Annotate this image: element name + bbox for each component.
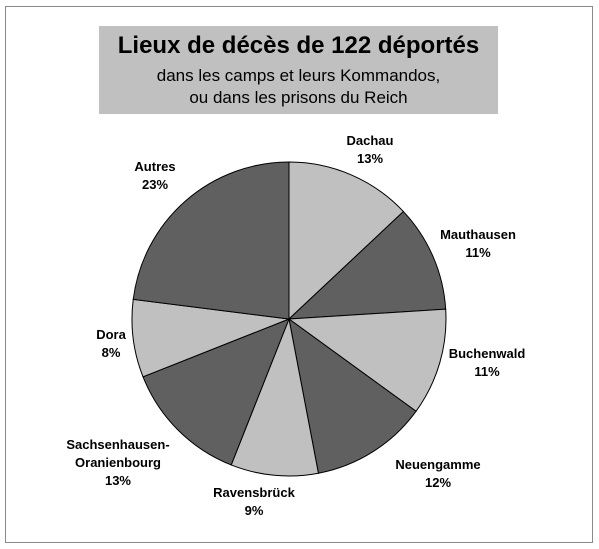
- pie-slice-ravensbr-ck: [230, 317, 320, 477]
- slice-label-name: Neuengamme: [395, 457, 481, 472]
- chart-subtitle-line2: ou dans les prisons du Reich: [189, 88, 408, 107]
- slice-label: Neuengamme 12%: [395, 456, 480, 492]
- slice-label: Autres 23%: [134, 158, 175, 194]
- slice-label-name-line2: Oranienbourg: [75, 455, 161, 470]
- slice-label: Ravensbrück 9%: [213, 484, 295, 520]
- chart-subtitle-line1: dans les camps et leurs Kommandos,: [156, 66, 441, 85]
- slice-label: Dachau 13%: [347, 132, 394, 168]
- pie-slice-autres: [132, 161, 290, 320]
- slice-label: Mauthausen 11%: [440, 226, 516, 262]
- pie-slice-dachau: [288, 161, 405, 321]
- slice-label-percent: 8%: [101, 345, 121, 360]
- slice-label-name: Dachau: [346, 133, 394, 148]
- pie-slice-buchenwald: [287, 308, 447, 412]
- pie-slice-mauthausen: [287, 210, 447, 320]
- slice-label: Sachsenhausen- Oranienbourg 13%: [66, 436, 169, 490]
- slice-label-name: Sachsenhausen-: [66, 437, 170, 452]
- slice-label-name: Ravensbrück: [213, 485, 295, 500]
- slice-label-percent: 12%: [424, 475, 452, 490]
- title-box: Lieux de décès de 122 déportés dans les …: [99, 26, 498, 114]
- slice-label-name: Autres: [134, 159, 176, 174]
- slice-label-percent: 13%: [356, 151, 384, 166]
- slice-label-percent: 11%: [465, 245, 491, 260]
- slice-label: Dora 8%: [96, 326, 126, 362]
- slice-label-name: Dora: [96, 327, 126, 342]
- slice-label-percent: 11%: [474, 364, 500, 379]
- slice-label-name: Mauthausen: [440, 227, 516, 242]
- pie-slice-sachsenhausen: [142, 318, 290, 466]
- pie-slice-neuengamme: [288, 317, 417, 474]
- slice-label-percent: 23%: [141, 177, 169, 192]
- slice-label-percent: 13%: [104, 473, 132, 488]
- slice-label: Buchenwald 11%: [449, 345, 526, 381]
- chart-title: Lieux de décès de 122 déportés: [117, 32, 480, 59]
- slice-label-percent: 9%: [244, 503, 264, 518]
- slice-label-name: Buchenwald: [448, 346, 526, 361]
